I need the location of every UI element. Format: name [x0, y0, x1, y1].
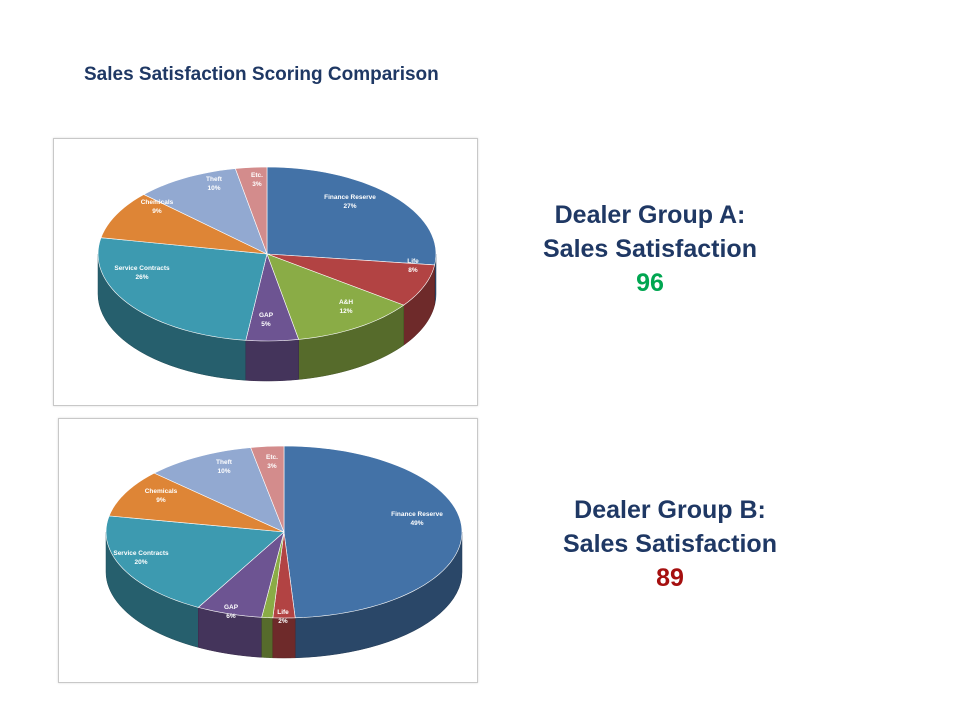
dealer-group-a-metric: Sales Satisfaction	[543, 235, 757, 263]
pie-a-value-aandh: 12%	[339, 308, 352, 315]
pie-b-slice-theft	[153, 447, 285, 533]
pie-a-value-life: 8%	[408, 267, 418, 274]
pie-a-label-life: Life	[407, 258, 419, 265]
pie-a-slice-theft	[143, 168, 268, 255]
pie-b-value-theft: 10%	[217, 468, 230, 475]
pie-b-label-chemicals: Chemicals	[145, 488, 178, 495]
dealer-group-b-score: 89	[656, 564, 684, 592]
page-title: Sales Satisfaction Scoring Comparison	[84, 64, 439, 85]
pie-a-value-gap: 5%	[261, 321, 271, 328]
pie-a-slice-chemicals	[100, 194, 268, 255]
pie-b-value-gap: 6%	[226, 613, 236, 620]
pie-b-label-finance-reserve: Finance Reserve	[391, 511, 443, 518]
pie-chart-b-canvas: Finance Reserve 49% Life 2% GAP 6% Service Con…	[105, 445, 463, 659]
dealer-group-b-name: Dealer Group B:	[574, 496, 766, 524]
pie-a-slice-etc	[234, 166, 268, 255]
pie-b-value-finance-reserve: 49%	[410, 520, 423, 527]
pie-chart-group-a: Finance Reserve 27% Life 8% A&H 12% GAP 5% Servi…	[53, 138, 478, 406]
pie-b-label-service-contracts: Service Contracts	[113, 550, 169, 557]
pie-a-label-aandh: A&H	[339, 299, 353, 306]
pie-a-label-chemicals: Chemicals	[141, 199, 174, 206]
pie-b-value-life: 2%	[278, 618, 288, 625]
pie-b-label-life: Life	[277, 609, 289, 616]
pie-a-label-etc: Etc.	[251, 172, 263, 179]
pie-a-value-service-contracts: 26%	[135, 274, 148, 281]
pie-b-slice-service-contracts	[105, 515, 285, 608]
pie-a-value-theft: 10%	[207, 185, 220, 192]
pie-b-label-theft: Theft	[216, 459, 233, 466]
pie-a-value-chemicals: 9%	[152, 208, 162, 215]
pie-a-slice-finance-reserve	[266, 166, 437, 266]
dealer-group-b-summary: Dealer Group B: Sales Satisfaction 89	[530, 493, 810, 595]
dealer-group-b-metric: Sales Satisfaction	[563, 530, 777, 558]
pie-a-slice-gap	[245, 252, 300, 342]
pie-chart-group-b: Finance Reserve 49% Life 2% GAP 6% Service Con…	[58, 418, 478, 683]
pie-b-side-aandh	[261, 617, 274, 659]
dealer-group-a-name: Dealer Group A:	[554, 201, 746, 229]
pie-a-value-finance-reserve: 27%	[343, 203, 356, 210]
pie-a-slice-life	[266, 253, 436, 306]
pie-a-label-gap: GAP	[259, 312, 274, 319]
pie-a-label-theft: Theft	[206, 176, 223, 183]
pie-a-slice-aandh	[266, 253, 405, 340]
pie-b-value-service-contracts: 20%	[134, 559, 147, 566]
pie-b-label-etc: Etc.	[266, 454, 278, 461]
pie-a-side-gap	[245, 339, 299, 382]
pie-a-label-finance-reserve: Finance Reserve	[324, 194, 376, 201]
pie-b-slice-finance-reserve	[283, 445, 463, 619]
pie-b-slice-chemicals	[108, 472, 285, 533]
pie-b-value-etc: 3%	[267, 463, 277, 470]
pie-b-label-gap: GAP	[224, 604, 239, 611]
pie-chart-a-canvas: Finance Reserve 27% Life 8% A&H 12% GAP 5% Servi…	[97, 166, 437, 382]
dealer-group-a-score: 96	[636, 269, 664, 297]
pie-a-label-service-contracts: Service Contracts	[114, 265, 170, 272]
pie-b-value-chemicals: 9%	[156, 497, 166, 504]
pie-a-slice-service-contracts	[97, 237, 268, 341]
pie-b-slice-etc	[250, 445, 285, 533]
pie-b-slice-life	[272, 531, 296, 619]
pie-b-slice-gap	[197, 531, 285, 618]
pie-a-value-etc: 3%	[252, 181, 262, 188]
dealer-group-a-summary: Dealer Group A: Sales Satisfaction 96	[510, 198, 790, 300]
